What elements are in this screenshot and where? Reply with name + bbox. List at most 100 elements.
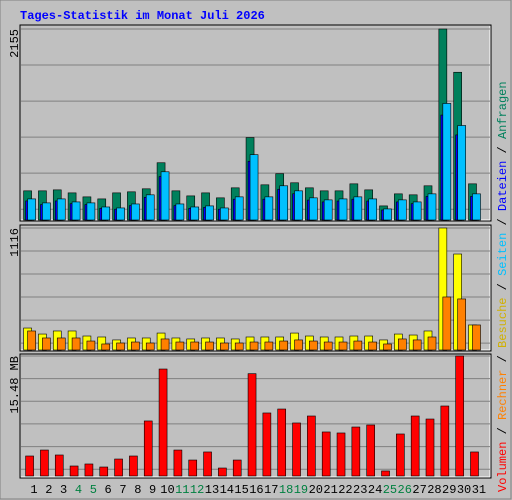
bar [353,340,363,351]
bar [336,432,346,477]
x-tick-label: 23 [353,483,367,497]
bar [158,368,168,477]
bar [396,433,405,477]
bar [234,342,244,351]
bar [249,154,259,221]
bar [86,202,96,221]
legend-entry: Volumen [496,442,510,492]
bar [203,451,212,477]
bar [220,342,229,351]
bar [71,201,81,221]
legend-separator: / [496,211,510,233]
bar [427,336,437,351]
bar [56,337,66,351]
bar [27,330,36,351]
bar [455,355,464,477]
bar [323,199,333,221]
x-tick-label: 2 [45,483,52,497]
legend-entry: Besuche [496,298,510,348]
bar [323,341,333,351]
bar [205,205,214,221]
legend-separator: / [496,420,510,442]
bar [383,343,392,351]
x-tick-label: 27 [412,483,426,497]
bar [262,412,272,477]
bar [56,198,66,221]
x-tick-label: 21 [323,483,337,497]
bar [368,341,377,351]
bar [131,203,140,221]
bar [232,459,242,477]
x-tick-label: 17 [264,483,278,497]
bar [307,415,316,477]
x-tick-label: 5 [90,483,97,497]
x-tick-label: 29 [442,483,456,497]
y-tick-label: 15.48 MB [8,356,22,414]
bar [42,337,51,351]
x-tick-label: 22 [338,483,352,497]
bar [442,296,452,351]
bar [173,449,183,477]
bar [294,190,303,221]
bar [412,201,422,221]
bar [160,171,170,221]
x-tick-label: 16 [249,483,263,497]
bar [398,199,407,221]
x-tick-label: 7 [119,483,126,497]
x-tick-label: 8 [134,483,141,497]
bar [190,341,200,351]
legend-separator: / [496,139,510,161]
x-tick-label: 25 [383,483,397,497]
bar [279,185,289,221]
bar [279,340,289,351]
bar [145,194,155,221]
chart-title: Tages-Statistik im Monat Juli 2026 [20,9,265,23]
x-tick-label: 18 [279,483,293,497]
x-tick-label: 31 [472,483,486,497]
bar [472,193,481,221]
x-tick-label: 30 [457,483,471,497]
bar [116,207,125,221]
bar [470,451,479,477]
bar [410,415,420,477]
bar [366,424,375,477]
bar [264,341,274,351]
y-tick-label: 1116 [8,228,22,257]
bar [427,193,437,221]
bar [101,206,111,221]
bar [160,338,170,351]
bar [294,339,303,351]
bar [131,341,140,351]
bar [368,198,377,221]
bar [381,470,390,477]
bar [188,459,198,477]
bar [54,454,64,477]
bar [129,455,138,477]
bar [99,466,109,477]
legend-separator: / [496,348,510,370]
legend-separator: / [496,276,510,298]
bar [220,207,229,221]
bar [457,125,466,221]
bar [84,463,94,477]
legend-entry: Anfragen [496,81,510,139]
bar [292,422,301,477]
bar [247,373,257,477]
bar [145,342,155,351]
legend-entry: Seiten [496,233,510,276]
bar [338,198,348,221]
bar [309,197,318,221]
x-tick-label: 10 [160,483,174,497]
bar [27,198,36,221]
x-tick-label: 3 [60,483,67,497]
bar [321,431,331,477]
x-tick-label: 6 [105,483,112,497]
x-tick-label: 13 [205,483,219,497]
bar [116,342,125,351]
bar [338,341,348,351]
bar [175,203,185,221]
panel [19,224,492,352]
bar [101,343,111,351]
